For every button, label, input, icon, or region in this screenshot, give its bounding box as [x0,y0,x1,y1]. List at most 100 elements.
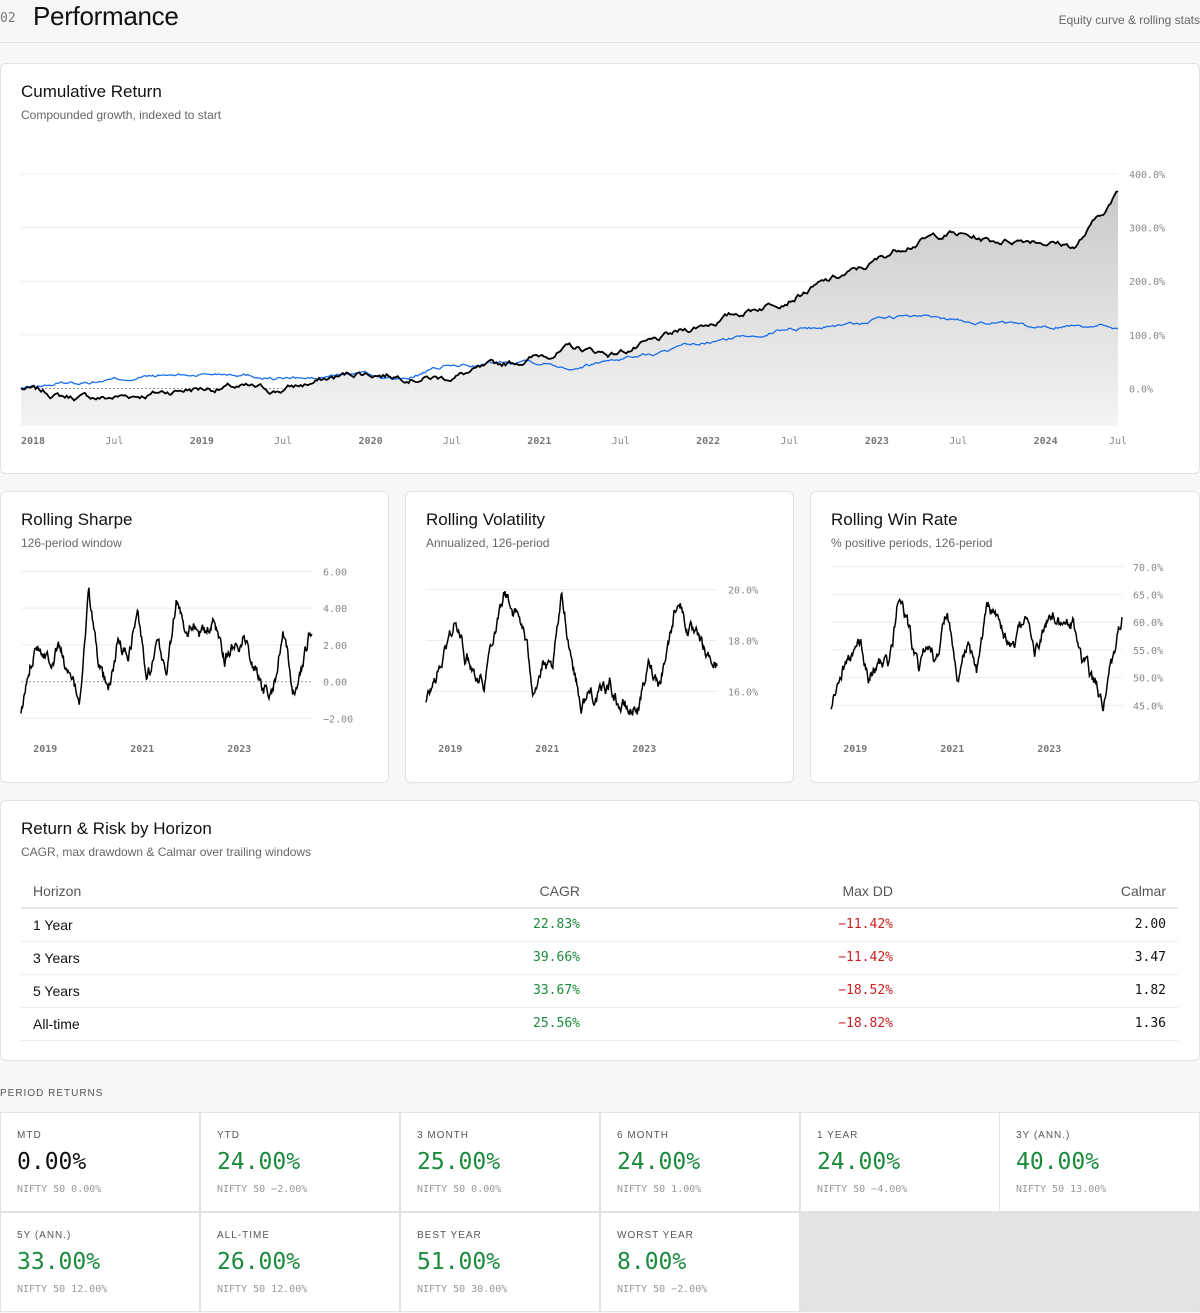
tile-value: 24.00% [817,1149,901,1175]
x-tick-label: 2020 [359,436,383,447]
y-tick-label: 55.0% [1133,646,1163,657]
cagr-cell: 33.67% [292,974,592,1008]
x-tick-label: 2019 [190,436,214,447]
page-subtitle: Equity curve & rolling stats [1058,13,1200,27]
x-tick-label: Jul [105,436,123,447]
column-header-maxdd: Max DD [592,875,905,909]
horizon-cell: 3 Years [21,941,292,975]
x-tick-label: 2019 [843,744,867,755]
calmar-cell: 1.36 [905,1007,1178,1041]
column-header-horizon: Horizon [21,875,292,909]
tile-label: WORST YEAR [617,1230,694,1241]
tile-benchmark: NIFTY 50 −4.00% [817,1184,908,1195]
tile-value: 8.00% [617,1249,687,1275]
table-row: 3 Years 39.66% −11.42% 3.47 [21,941,1178,975]
y-tick-label: 100.0% [1129,331,1165,342]
section-number: 02 [0,11,16,26]
column-header-calmar: Calmar [905,875,1178,909]
tile-label: 3 MONTH [417,1130,469,1141]
tile-label: 5Y (ANN.) [17,1230,72,1241]
rolling-line [425,591,718,716]
y-tick-label: 0.0% [1129,384,1153,395]
calmar-cell: 2.00 [905,908,1178,942]
card-title: Rolling Sharpe [21,510,133,529]
rolling-sharpe-card: Rolling Sharpe 126-period window 6.00 4.0… [0,491,389,783]
x-tick-label: Jul [949,436,967,447]
period-tile-mtd: MTD 0.00% NIFTY 50 0.00% [0,1112,200,1212]
x-tick-label: 2023 [227,744,251,755]
strategy-area [21,191,1118,426]
tile-benchmark: NIFTY 50 −2.00% [617,1284,708,1295]
period-tile-ytd: YTD 24.00% NIFTY 50 −2.00% [200,1112,400,1212]
x-tick-label: 2024 [1034,436,1058,447]
x-tick-label: 2021 [527,436,551,447]
period-tile-6-month: 6 MONTH 24.00% NIFTY 50 1.00% [600,1112,800,1212]
y-tick-label: 200.0% [1129,277,1165,288]
period-returns-grid: MTD 0.00% NIFTY 50 0.00% YTD 24.00% NIFT… [0,1112,1200,1312]
tile-benchmark: NIFTY 50 13.00% [1016,1184,1107,1195]
tile-value: 26.00% [217,1249,301,1275]
card-subtitle: % positive periods, 126-period [831,536,993,550]
y-tick-label: 65.0% [1133,590,1163,601]
period-tile-worst-year: WORST YEAR 8.00% NIFTY 50 −2.00% [600,1212,800,1312]
x-tick-label: Jul [780,436,798,447]
maxdd-cell: −18.52% [592,974,905,1008]
tile-label: YTD [217,1130,240,1141]
horizon-cell: All-time [21,1007,292,1041]
period-tile-best-year: BEST YEAR 51.00% NIFTY 50 30.00% [400,1212,600,1312]
table-header-row: Horizon CAGR Max DD Calmar [21,875,1178,909]
rolling-sharpe-chart: 6.00 4.00 2.00 0.00 −2.00 2019 2021 2023 [20,567,353,755]
tile-benchmark: NIFTY 50 1.00% [617,1184,702,1195]
calmar-cell: 1.82 [905,974,1178,1008]
tile-benchmark: NIFTY 50 30.00% [417,1284,508,1295]
y-tick-label: 6.00 [323,567,347,578]
tile-benchmark: NIFTY 50 −2.00% [217,1184,308,1195]
card-subtitle: Compounded growth, indexed to start [21,108,222,122]
x-tick-label: 2019 [33,744,57,755]
tile-value: 51.00% [417,1249,501,1275]
maxdd-cell: −11.42% [592,908,905,942]
cumulative-return-chart: 0.0% 100.0% 200.0% 300.0% 400.0% 2018 Jul 2019 J… [20,170,1165,447]
period-tile-1-year: 1 YEAR 24.00% NIFTY 50 −4.00% [800,1112,1000,1212]
tile-value: 33.00% [17,1249,101,1275]
tile-benchmark: NIFTY 50 0.00% [17,1184,102,1195]
rolling-line [20,587,313,714]
cagr-cell: 25.56% [292,1007,592,1041]
x-tick-label: 2021 [535,744,559,755]
table-row: 1 Year 22.83% −11.42% 2.00 [21,908,1178,942]
tile-value: 24.00% [217,1149,301,1175]
x-tick-label: 2022 [696,436,720,447]
tile-label: ALL-TIME [217,1230,271,1241]
x-tick-label: 2018 [21,436,45,447]
card-title: Rolling Win Rate [831,510,958,529]
table-row: 5 Years 33.67% −18.52% 1.82 [21,974,1178,1008]
strategy-line [20,190,1119,402]
cagr-cell: 39.66% [292,941,592,975]
tile-value: 40.00% [1016,1149,1100,1175]
tile-value: 0.00% [17,1149,87,1175]
y-tick-label: 18.0% [728,636,758,647]
section-header: 02 Performance Equity curve & rolling st… [0,0,1200,43]
table-row: All-time 25.56% −18.82% 1.36 [21,1007,1178,1041]
x-tick-label: Jul [443,436,461,447]
card-subtitle: 126-period window [21,536,122,550]
x-tick-label: Jul [1109,436,1127,447]
card-title: Cumulative Return [21,82,162,101]
tile-label: BEST YEAR [417,1230,482,1241]
rolling-line [830,598,1123,712]
benchmark-line [21,314,1119,389]
maxdd-cell: −18.82% [592,1007,905,1041]
x-tick-label: 2021 [130,744,154,755]
tile-value: 25.00% [417,1149,501,1175]
rolling-win-rate-chart: 70.0% 65.0% 60.0% 55.0% 50.0% 45.0% 2019 2021 20… [830,563,1163,755]
calmar-cell: 3.47 [905,941,1178,975]
y-tick-label: 60.0% [1133,618,1163,629]
x-tick-label: 2023 [865,436,889,447]
horizon-table: Horizon CAGR Max DD Calmar 1 Year 22.83%… [21,875,1178,1041]
period-tile-5y-ann: 5Y (ANN.) 33.00% NIFTY 50 12.00% [0,1212,200,1312]
cagr-cell: 22.83% [292,908,592,942]
x-tick-label: 2021 [940,744,964,755]
tile-benchmark: NIFTY 50 12.00% [17,1284,108,1295]
period-returns-label: PERIOD RETURNS [0,1088,104,1099]
tile-label: MTD [17,1130,42,1141]
